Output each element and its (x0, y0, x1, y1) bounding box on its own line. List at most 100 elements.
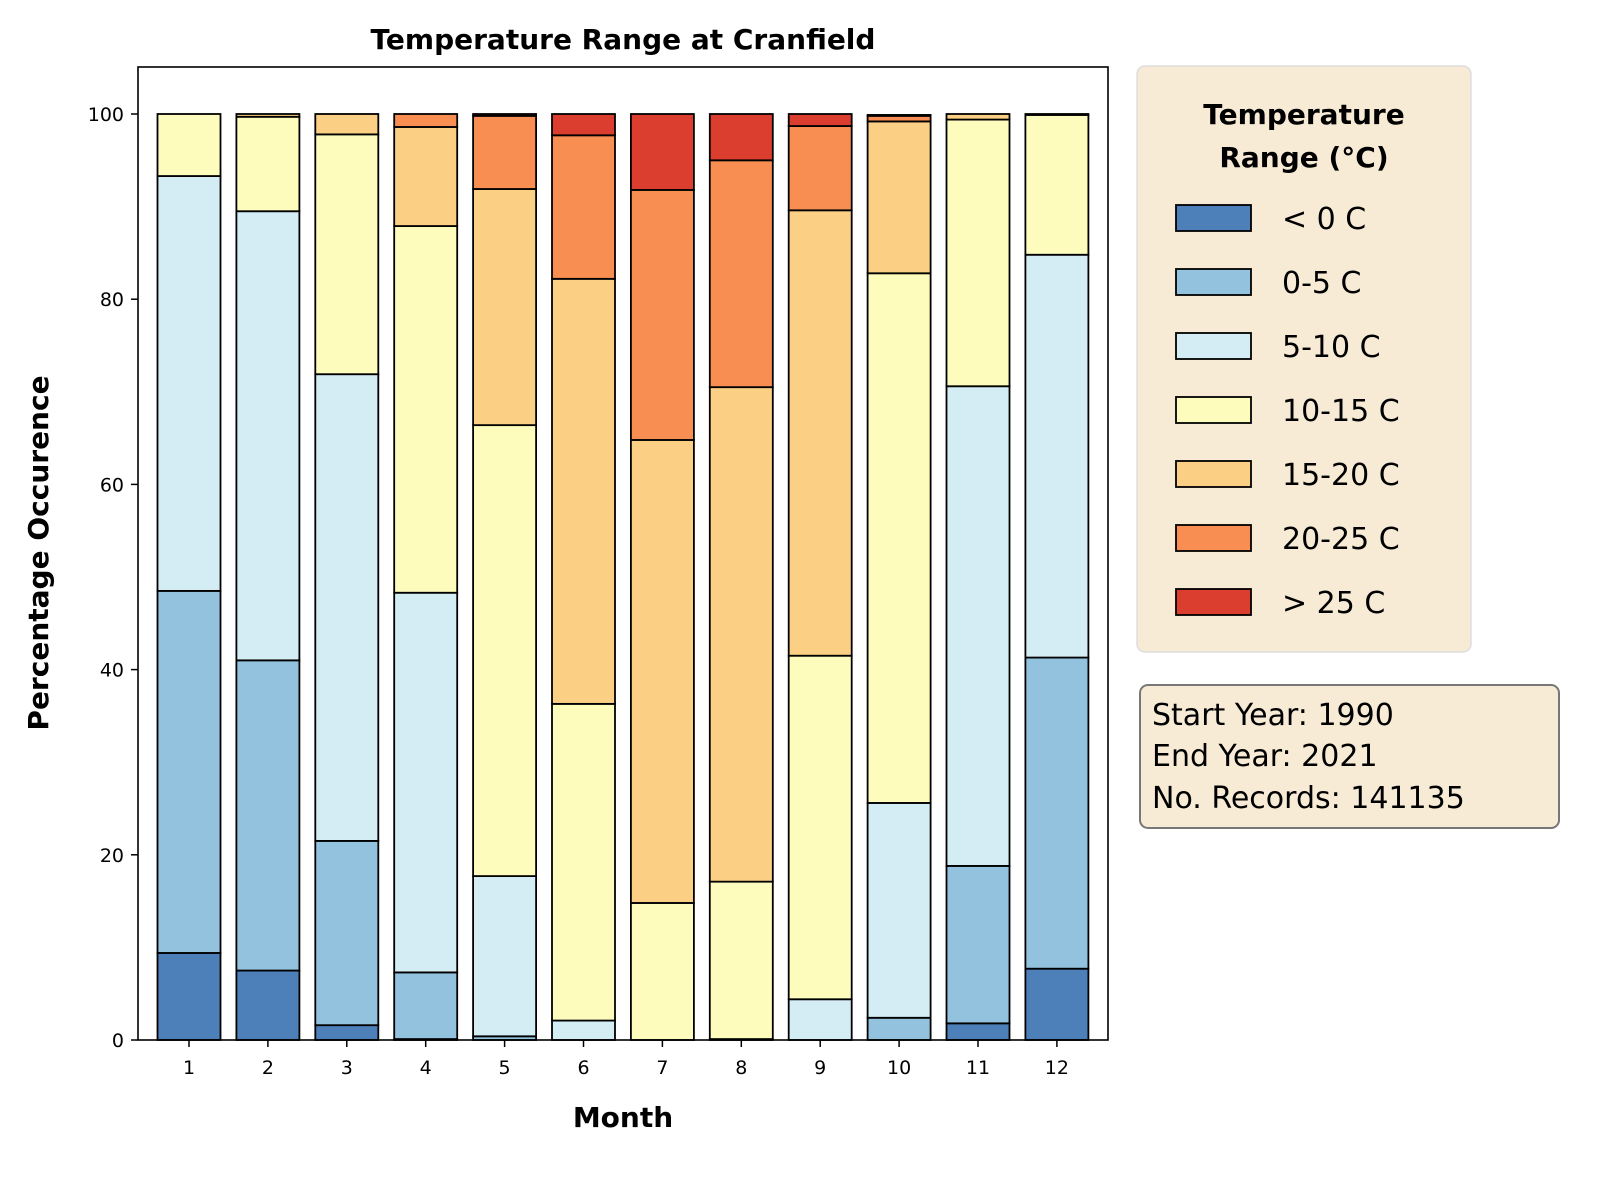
bar-segment (393, 591, 459, 974)
legend-swatch (1175, 588, 1252, 616)
bar-segment (1024, 114, 1090, 256)
bar-segment (551, 277, 616, 705)
bar-segment (472, 875, 538, 1038)
legend-label: 5-10 C (1282, 330, 1381, 365)
bar-segment (551, 134, 616, 280)
legend-label: 0-5 C (1282, 266, 1361, 301)
bar-segment (314, 373, 380, 842)
legend-label: 20-25 C (1282, 522, 1400, 557)
bar-segment (393, 113, 459, 128)
bar-segment (235, 659, 301, 972)
bar-segment (472, 424, 538, 877)
x-tick-label: 2 (262, 1057, 274, 1079)
bar-segment (314, 113, 380, 136)
x-tick-label: 8 (735, 1057, 747, 1079)
bar-segment (393, 225, 459, 594)
legend-swatch (1175, 396, 1252, 424)
bar-segment (393, 971, 459, 1040)
bar-segment (787, 125, 853, 212)
bar-segment (866, 272, 932, 804)
legend-swatch (1175, 460, 1252, 488)
bar-segment (708, 386, 774, 883)
bar-segment (1024, 967, 1090, 1041)
bar-segment (787, 998, 853, 1041)
legend: < 0 C 0-5 C 5-10 C 10-15 C 15-20 C 20-25 C > 2… (1175, 202, 1400, 621)
y-tick-label: 0 (112, 1030, 124, 1052)
bar-segment (1024, 656, 1090, 970)
x-tick-label: 5 (499, 1057, 511, 1079)
bar-segment (314, 133, 380, 376)
bar-segment (314, 1024, 380, 1041)
legend-title-line1: Temperature (1203, 98, 1404, 131)
plot-frame (137, 66, 1109, 1041)
bar-segment (314, 840, 380, 1027)
info-records: No. Records: 141135 (1152, 781, 1465, 816)
bar-segment (866, 1016, 932, 1041)
x-axis-label: Month (573, 1101, 673, 1134)
chart-title: Temperature Range at Cranfield (371, 23, 876, 56)
bar-segment (630, 902, 695, 1041)
bar-segment (1024, 113, 1090, 116)
x-tick-label: 7 (656, 1057, 668, 1079)
legend-swatch (1175, 524, 1252, 552)
bar-segment (708, 159, 774, 389)
x-tick-label: 11 (966, 1057, 990, 1079)
legend-swatch (1175, 332, 1252, 360)
info-end-year: End Year: 2021 (1152, 739, 1378, 774)
bar-segment (1024, 253, 1090, 659)
bar-segment (787, 654, 853, 1001)
bar-segment (708, 113, 774, 162)
legend-label: 10-15 C (1282, 394, 1400, 429)
y-tick-label: 80 (100, 289, 124, 311)
x-tick-label: 3 (341, 1057, 353, 1079)
bar-segment (708, 880, 774, 1040)
x-tick-label: 10 (887, 1057, 911, 1079)
bar-segment (472, 113, 538, 117)
bar-segment (866, 802, 932, 1019)
x-tick-label: 1 (183, 1057, 195, 1079)
y-axis: 0 20 40 60 80 100 (88, 104, 138, 1052)
bar-segment (866, 120, 932, 275)
x-tick-label: 9 (814, 1057, 826, 1079)
bar-segment (156, 113, 222, 177)
bar-segment (945, 385, 1011, 867)
bar-segment (787, 209, 853, 657)
legend-label: < 0 C (1282, 202, 1366, 237)
info-start-year: Start Year: 1990 (1152, 698, 1394, 733)
y-axis-label: Percentage Occurence (22, 375, 55, 730)
x-tick-label: 6 (577, 1057, 589, 1079)
bar-segment (472, 188, 538, 427)
x-tick-label: 4 (420, 1057, 432, 1079)
x-axis: 1 2 3 4 5 6 7 8 9 10 11 12 (183, 1040, 1069, 1079)
bar-segment (235, 210, 301, 662)
bar-segment (551, 113, 616, 137)
bar-segment (156, 952, 222, 1041)
legend-swatch (1175, 268, 1252, 296)
legend-swatch (1175, 204, 1252, 232)
bar-segment (156, 175, 222, 592)
info-box (1139, 684, 1560, 829)
bar-segment (551, 1019, 616, 1041)
bar-segment (945, 118, 1011, 388)
bar-segment (472, 114, 538, 190)
y-tick-label: 20 (100, 845, 124, 867)
legend-title-line2: Range (°C) (1219, 141, 1388, 174)
bar-segment (787, 113, 853, 127)
bar-segment (551, 702, 616, 1022)
y-tick-label: 100 (88, 104, 124, 126)
bar-segment (866, 114, 932, 117)
bar-segment (156, 589, 222, 954)
bar-segment (235, 115, 301, 213)
y-tick-label: 40 (100, 660, 124, 682)
bar-segment (945, 865, 1011, 1025)
x-tick-label: 12 (1045, 1057, 1069, 1079)
bar-segment (393, 126, 459, 227)
bar-segment (630, 189, 695, 441)
bars-group (156, 113, 1090, 1041)
bar-segment (235, 969, 301, 1041)
bar-segment (945, 1022, 1011, 1041)
bar-segment (235, 113, 301, 118)
bar-segment (630, 439, 695, 904)
legend-label: 15-20 C (1282, 458, 1400, 493)
